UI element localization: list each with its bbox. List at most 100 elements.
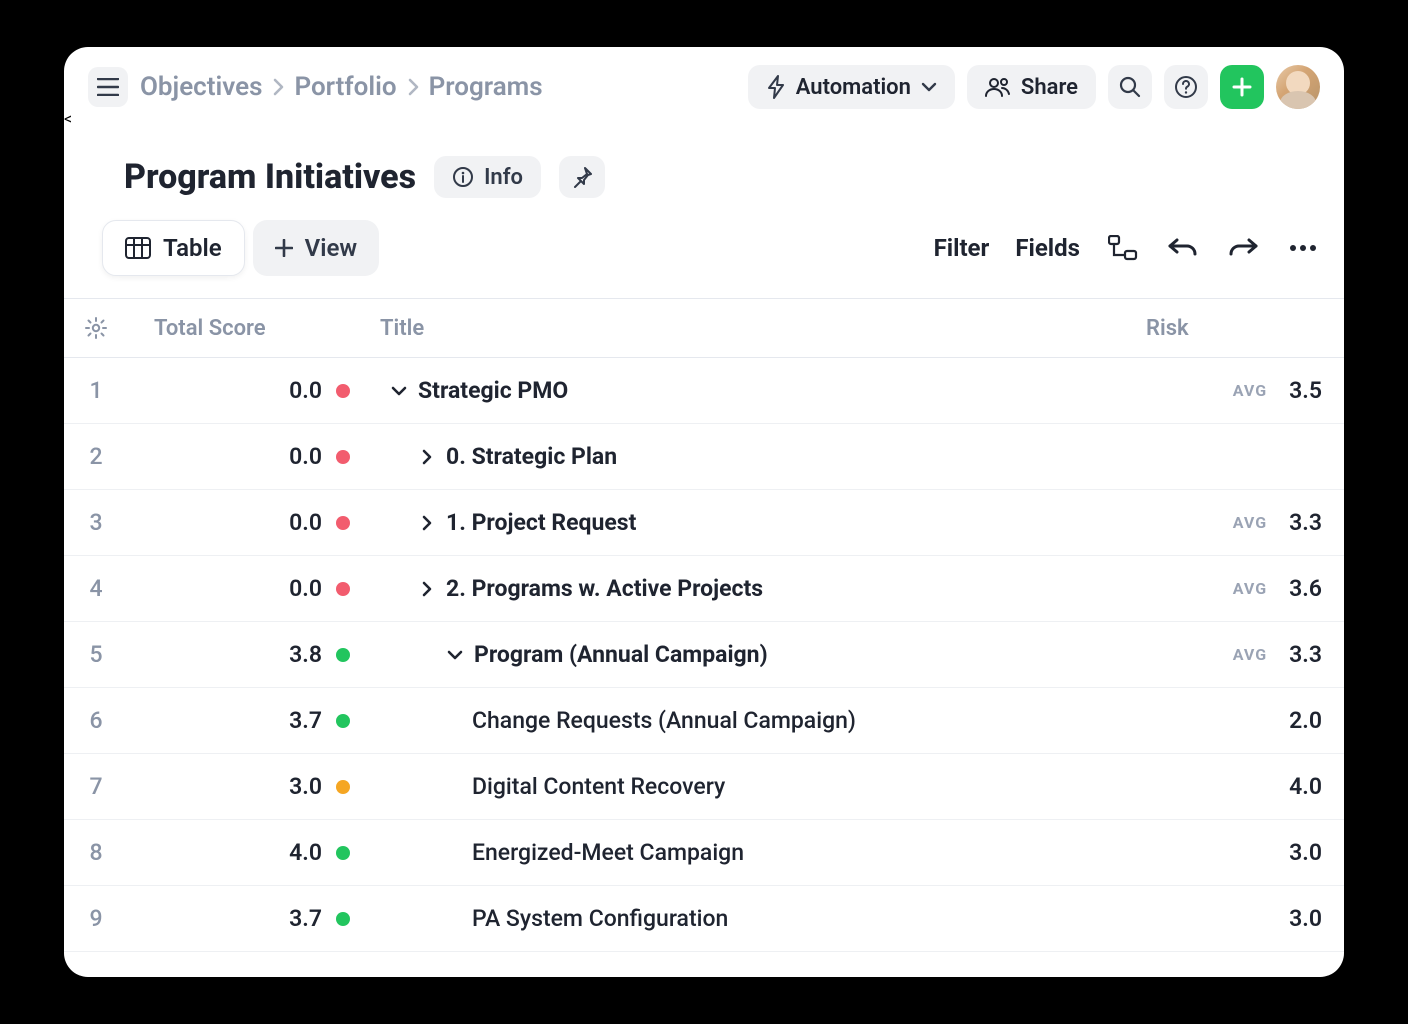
row-title: 2. Programs w. Active Projects — [446, 575, 763, 602]
risk-cell: 4.0 — [1142, 773, 1342, 800]
hierarchy-icon — [1108, 235, 1138, 261]
hamburger-icon — [97, 78, 119, 96]
expand-icon[interactable] — [416, 515, 438, 531]
expand-icon[interactable] — [416, 449, 438, 465]
row-title: Strategic PMO — [418, 377, 568, 404]
score-value: 0.0 — [289, 575, 322, 602]
fields-button[interactable]: Fields — [1015, 234, 1080, 262]
filter-button[interactable]: Filter — [934, 234, 990, 262]
breadcrumb-portfolio[interactable]: Portfolio — [294, 72, 396, 102]
row-title: PA System Configuration — [472, 905, 728, 932]
score-value: 0.0 — [289, 443, 322, 470]
col-title[interactable]: Title — [360, 316, 1142, 341]
risk-cell: 2.0 — [1142, 707, 1342, 734]
row-title: Change Requests (Annual Campaign) — [472, 707, 856, 734]
views-row: Table View Filter Fields — [64, 198, 1344, 276]
undo-button[interactable] — [1166, 231, 1200, 265]
expand-icon[interactable] — [416, 581, 438, 597]
automation-label: Automation — [796, 75, 911, 100]
risk-value: 3.5 — [1289, 377, 1322, 404]
create-button[interactable] — [1220, 65, 1264, 109]
risk-value: 3.6 — [1289, 575, 1322, 602]
table-row[interactable]: 20.00. Strategic Plan — [64, 424, 1344, 490]
score-value: 0.0 — [289, 377, 322, 404]
more-button[interactable] — [1286, 231, 1320, 265]
risk-cell: 3.0 — [1142, 905, 1342, 932]
pin-button[interactable] — [559, 156, 605, 198]
risk-value: 4.0 — [1289, 773, 1322, 800]
score-cell: 0.0 — [128, 377, 360, 404]
more-icon — [1289, 244, 1317, 252]
row-number: 9 — [64, 905, 128, 932]
redo-button[interactable] — [1226, 231, 1260, 265]
score-dot — [336, 846, 350, 860]
table-row[interactable]: 30.01. Project RequestAVG3.3 — [64, 490, 1344, 556]
row-title: Program (Annual Campaign) — [474, 641, 768, 668]
row-title: 0. Strategic Plan — [446, 443, 617, 470]
table-row[interactable]: 63.7Change Requests (Annual Campaign)2.0 — [64, 688, 1344, 754]
score-cell: 0.0 — [128, 509, 360, 536]
plus-icon — [1232, 77, 1252, 97]
score-dot — [336, 912, 350, 926]
title-cell: Change Requests (Annual Campaign) — [360, 707, 1142, 734]
table-settings-button[interactable] — [64, 317, 128, 339]
search-button[interactable] — [1108, 65, 1152, 109]
score-cell: 0.0 — [128, 575, 360, 602]
title-cell: 2. Programs w. Active Projects — [360, 575, 1142, 602]
score-value: 0.0 — [289, 509, 322, 536]
hierarchy-button[interactable] — [1106, 231, 1140, 265]
automation-button[interactable]: Automation — [748, 65, 955, 109]
col-total-score[interactable]: Total Score — [128, 316, 360, 341]
tab-table[interactable]: Table — [102, 220, 245, 276]
row-number: 3 — [64, 509, 128, 536]
table-icon — [125, 237, 151, 259]
people-icon — [985, 77, 1011, 97]
title-cell: Digital Content Recovery — [360, 773, 1142, 800]
tab-table-label: Table — [163, 234, 222, 262]
undo-icon — [1168, 237, 1198, 259]
help-button[interactable] — [1164, 65, 1208, 109]
menu-button[interactable] — [88, 67, 128, 107]
avg-badge: AVG — [1233, 381, 1267, 400]
row-number: 8 — [64, 839, 128, 866]
table-row[interactable]: 40.02. Programs w. Active ProjectsAVG3.6 — [64, 556, 1344, 622]
breadcrumb-objectives[interactable]: Objectives — [140, 72, 262, 102]
bolt-icon — [766, 75, 786, 99]
score-cell: 3.7 — [128, 905, 360, 932]
table-row[interactable]: 73.0Digital Content Recovery4.0 — [64, 754, 1344, 820]
row-number: 1 — [64, 377, 128, 404]
info-button[interactable]: Info — [434, 156, 541, 198]
avg-badge: AVG — [1233, 513, 1267, 532]
risk-cell: AVG 3.6 — [1142, 575, 1342, 602]
data-table: Total Score Title Risk 1 0.0 Strategic PMO… — [64, 298, 1344, 952]
user-avatar[interactable] — [1276, 65, 1320, 109]
collapse-icon[interactable] — [444, 649, 466, 661]
score-value: 4.0 — [289, 839, 322, 866]
score-value: 3.7 — [289, 905, 322, 932]
add-view-label: View — [305, 234, 357, 262]
share-label: Share — [1021, 75, 1078, 100]
table-row[interactable]: 1 0.0 Strategic PMO AVG 3.5 — [64, 358, 1344, 424]
score-dot — [336, 780, 350, 794]
col-risk[interactable]: Risk — [1142, 316, 1342, 341]
add-view-button[interactable]: View — [253, 220, 379, 276]
redo-icon — [1228, 237, 1258, 259]
score-cell: 3.7 — [128, 707, 360, 734]
breadcrumb-programs[interactable]: Programs — [429, 72, 543, 102]
avg-badge: AVG — [1233, 579, 1267, 598]
title-row: Program Initiatives Info — [64, 128, 1344, 198]
row-title: Digital Content Recovery — [472, 773, 725, 800]
share-button[interactable]: Share — [967, 65, 1096, 109]
collapse-icon[interactable] — [388, 385, 410, 397]
title-cell: Strategic PMO — [360, 377, 1142, 404]
row-title: Energized-Meet Campaign — [472, 839, 744, 866]
plus-icon — [275, 239, 293, 257]
table-row[interactable]: 84.0Energized-Meet Campaign3.0 — [64, 820, 1344, 886]
score-cell: 0.0 — [128, 443, 360, 470]
score-value: 3.7 — [289, 707, 322, 734]
table-row[interactable]: 9 3.7 PA System Configuration 3.0 — [64, 886, 1344, 952]
table-row[interactable]: 53.8Program (Annual Campaign)AVG3.3 — [64, 622, 1344, 688]
row-title: 1. Project Request — [446, 509, 636, 536]
avg-badge: AVG — [1233, 645, 1267, 664]
row-number: 5 — [64, 641, 128, 668]
